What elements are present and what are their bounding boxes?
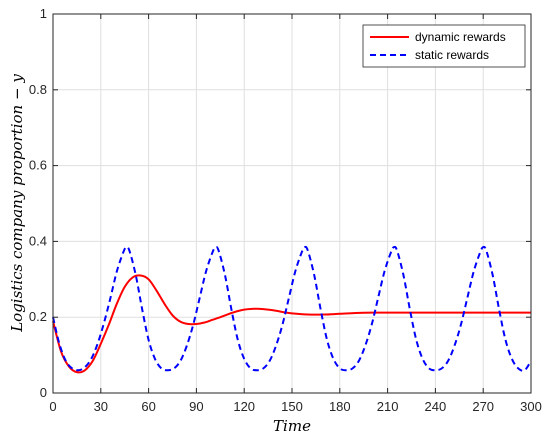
- x-tick-label: 30: [94, 399, 108, 414]
- x-tick-label: 210: [377, 399, 399, 414]
- legend: dynamic rewards static rewards: [362, 24, 526, 68]
- legend-label-static-rewards: static rewards: [415, 48, 489, 62]
- y-tick-labels: 0 0.2 0.4 0.6 0.8 1: [29, 6, 47, 400]
- y-tick-label: 0.4: [29, 233, 47, 248]
- y-tick-label: 0: [40, 385, 47, 400]
- x-tick-label: 180: [329, 399, 351, 414]
- x-tick-label: 270: [472, 399, 494, 414]
- x-tick-label: 90: [189, 399, 203, 414]
- y-tick-label: 0.8: [29, 82, 47, 97]
- y-tick-label: 0.6: [29, 158, 47, 173]
- x-tick-label: 60: [141, 399, 155, 414]
- y-tick-label: 0.2: [29, 309, 47, 324]
- legend-box: [362, 24, 526, 68]
- x-tick-label: 240: [425, 399, 447, 414]
- y-tick-label: 1: [40, 6, 47, 21]
- x-axis-label: Time: [273, 417, 311, 435]
- axis-ticks: [52, 13, 532, 394]
- x-tick-label: 150: [281, 399, 303, 414]
- x-tick-labels: 0 30 60 90 120 150 180 210 240 270 300: [49, 399, 541, 414]
- x-tick-label: 0: [49, 399, 56, 414]
- series-layer: [52, 245, 532, 374]
- series-line-static-rewards: [52, 245, 532, 372]
- legend-label-dynamic-rewards: dynamic rewards: [415, 30, 506, 44]
- x-tick-label: 300: [520, 399, 542, 414]
- x-tick-label: 120: [233, 399, 255, 414]
- series-line-dynamic-rewards: [52, 274, 531, 374]
- y-axis-label: Logistics company proportion − y: [8, 74, 26, 333]
